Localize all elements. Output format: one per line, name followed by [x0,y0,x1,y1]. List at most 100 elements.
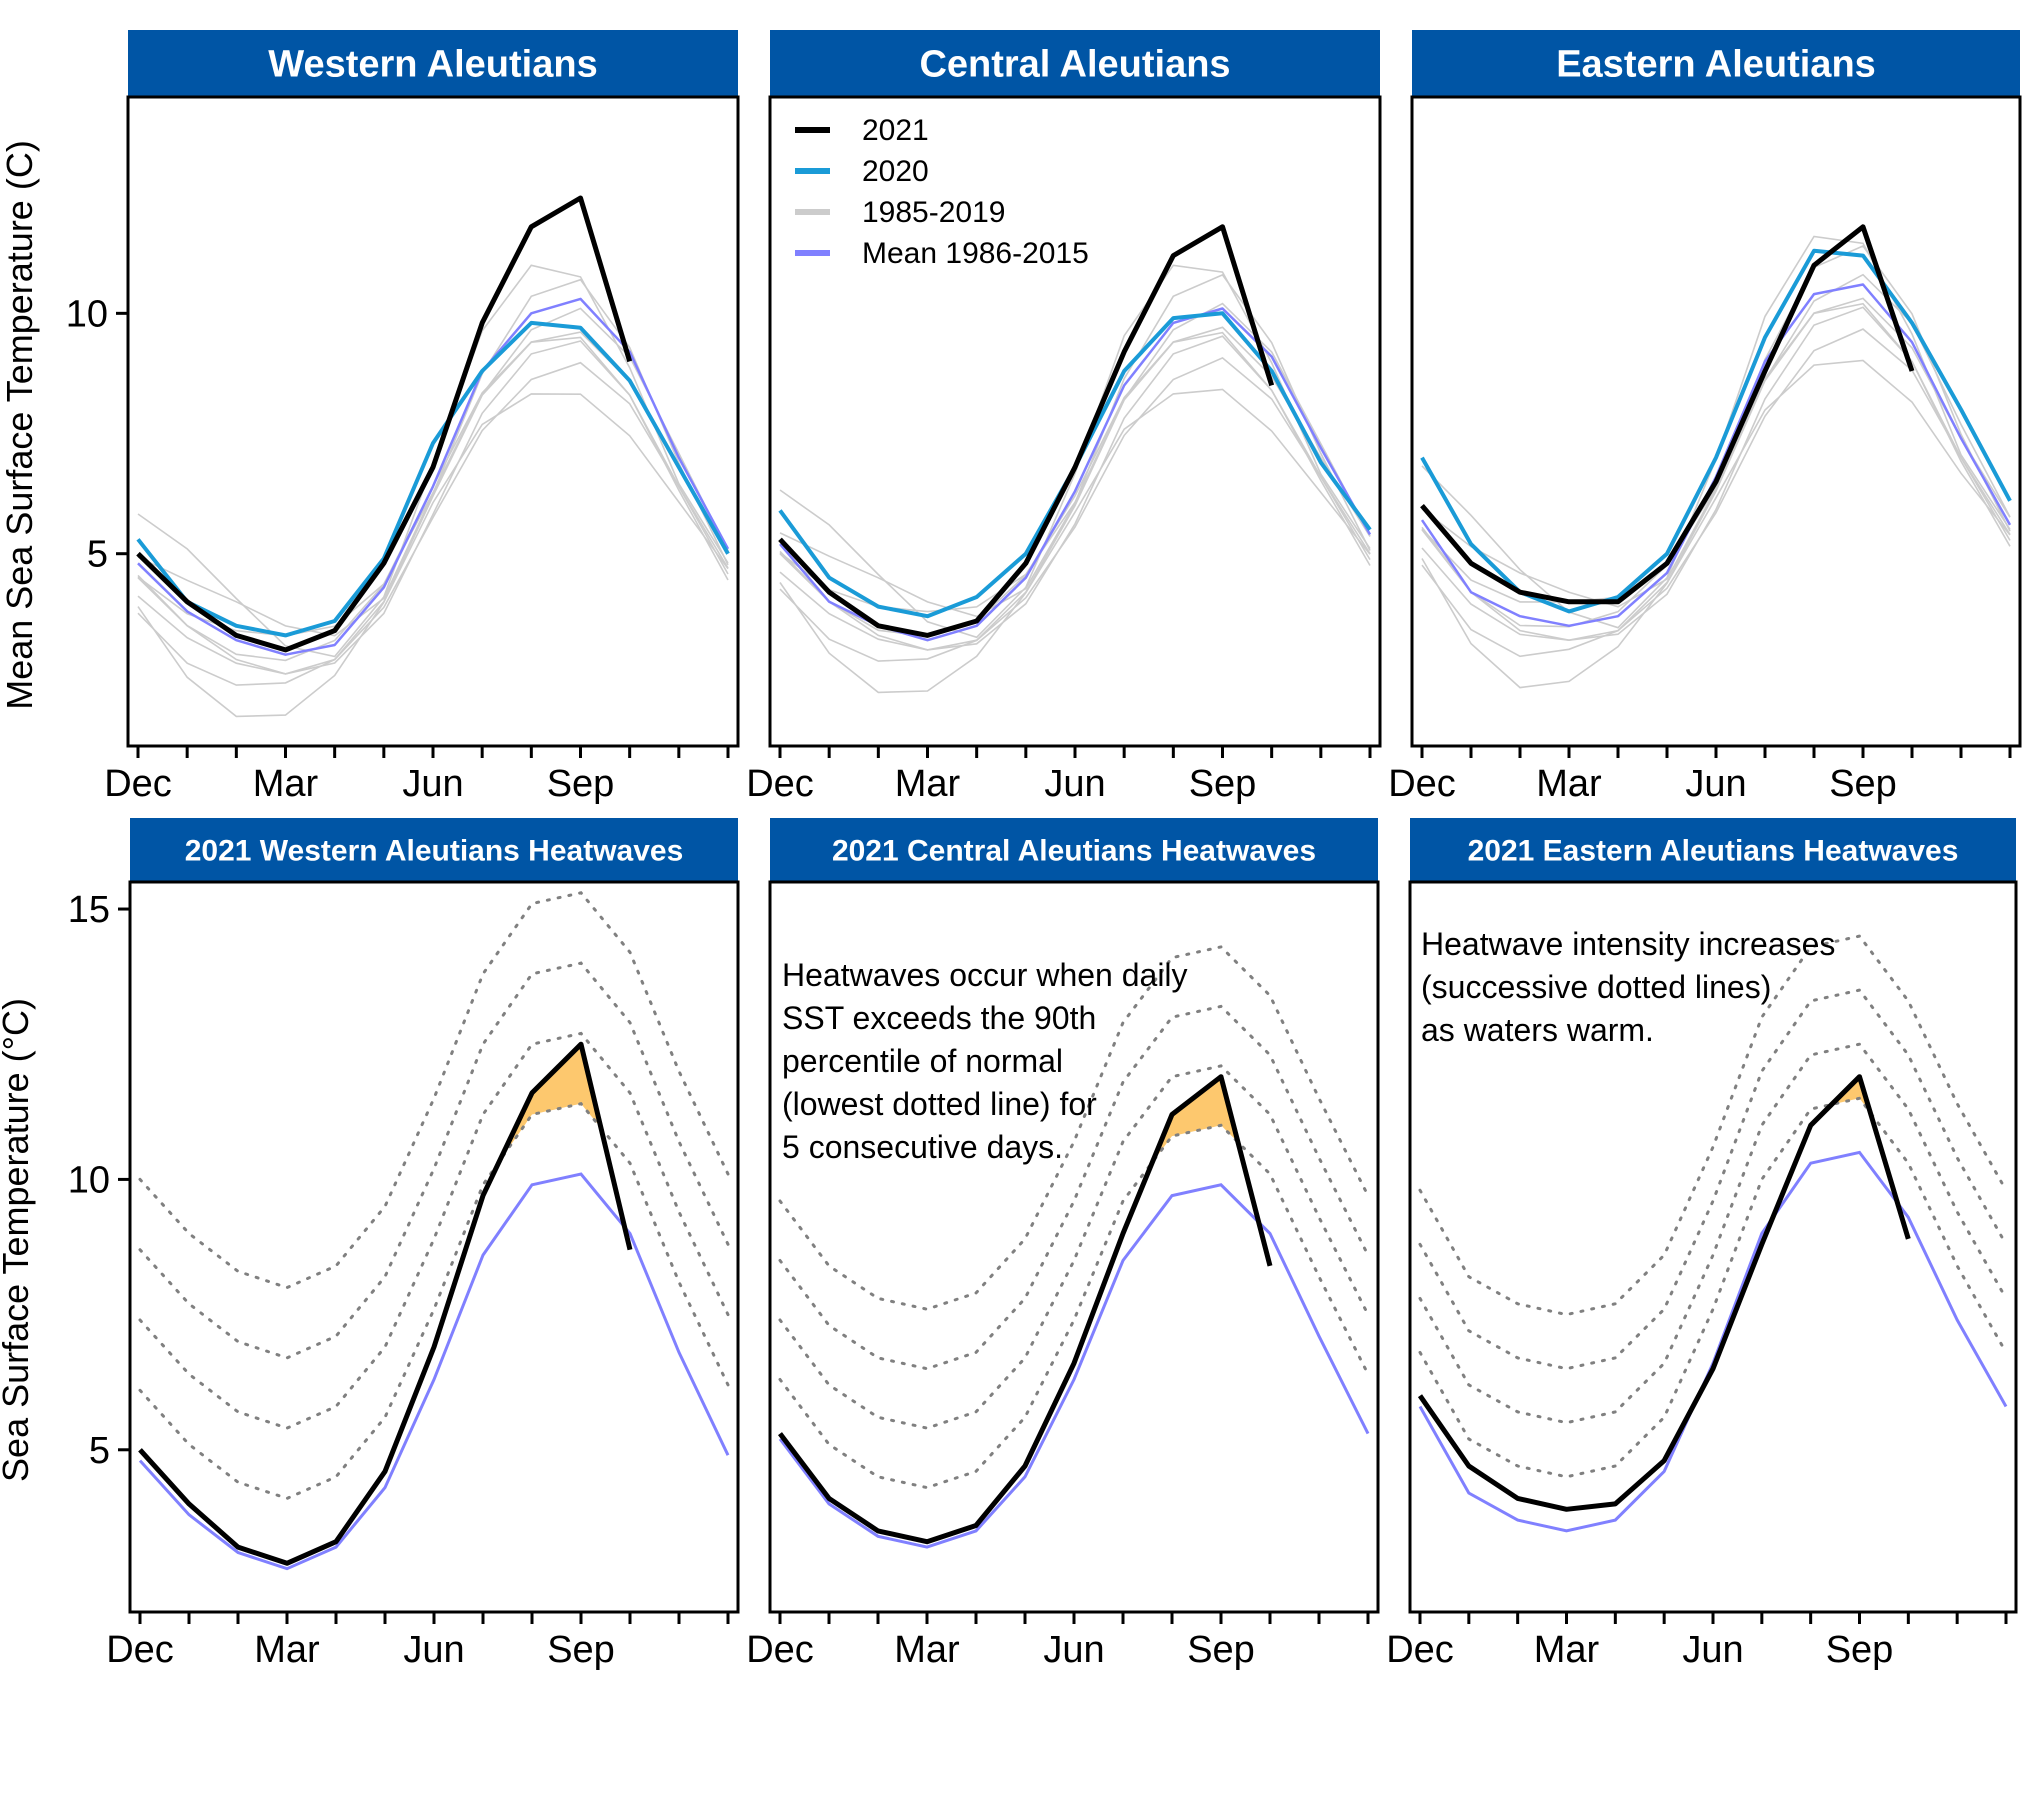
top-2-x-tick-label: Dec [746,763,814,805]
top-2-panel: Central Aleutians Dec Mar Jun Sep 2021 2020 198… [746,30,1382,805]
legend-entry: 2020 [862,155,929,188]
top-3-historical-year-line [1421,359,2011,689]
bottom-2-annotation-line: (lowest dotted line) for [782,1086,1097,1122]
bottom-1-threshold-line-1 [138,1102,730,1501]
top-2-plot-area [768,95,1382,748]
bottom-3-threshold-line-4 [1418,934,2008,1317]
top-3-historical-year-line [1421,245,2011,608]
bottom-1-y-tick-label: 5 [89,1430,110,1472]
bottom-1-threshold-line-4 [138,891,730,1290]
legend-entry: Mean 1986-2015 [862,237,1089,270]
top-2-historical-year-line [779,356,1371,662]
bottom-2-heatwave-moderate-area [1152,1076,1236,1163]
top-3-x-tick-label: Mar [1536,763,1602,805]
bottom-3-annotation-line: (successive dotted lines) [1421,969,1771,1005]
bottom-1-threshold-line-3 [138,961,730,1360]
top-1-series-2021 [136,195,633,653]
top-3-historical-year-line [1421,302,2011,642]
top-2-strip [770,30,1380,96]
bottom-2-x-tick-label: Sep [1187,1629,1255,1671]
bottom-3-threshold-line-2 [1418,1042,2008,1425]
top-2-x-tick-label: Jun [1044,763,1105,805]
legend: 2021 2020 1985-2019 Mean 1986-2015 [795,114,1089,270]
top-2-series-2021 [778,224,1275,638]
bottom-2-strip [770,818,1378,881]
top-1-y-tick-label: 5 [87,534,108,576]
top-1-y-tick-label: 10 [66,293,108,335]
bottom-1-panel: 2021 Western Aleutians Heatwaves Dec Mar Ju… [68,818,740,1671]
bottom-3-strip [1410,818,2016,881]
bottom-2-x-tick-label: Dec [746,1629,814,1671]
bottom-3-x-tick-label: Mar [1534,1629,1600,1671]
bottom-1-title: 2021 Western Aleutians Heatwaves [185,834,684,867]
bottom-2-annotation-line: SST exceeds the 90th [782,1000,1096,1036]
bottom-1-y-tick-label: 10 [68,1159,110,1201]
bottom-3-annotation-line: as waters warm. [1421,1012,1654,1048]
bottom-3-x-tick-label: Sep [1826,1629,1894,1671]
bottom-1-y-tick-label: 15 [68,889,110,931]
top-2-title: Central Aleutians [919,44,1230,86]
top-3-x-tick-label: Dec [1388,763,1456,805]
top-1-historical-year-line [137,393,729,718]
top-2-x-tick-label: Mar [895,763,961,805]
top-1-historical-year-line [137,278,729,637]
top-1-x-tick-label: Mar [253,763,319,805]
legend-entry: 2021 [862,114,929,147]
bottom-1-x-tick-label: Dec [106,1629,174,1671]
top-2-historical-year-line [779,326,1371,638]
bottom-2-panel: 2021 Central Aleutians Heatwaves Dec Mar Ju… [746,818,1380,1671]
bottom-1-strip [130,818,738,881]
bottom-2-sst-2021-line [778,1074,1273,1545]
bottom-1-mean-line [138,1172,730,1571]
bottom-2-annotation-line: percentile of normal [782,1043,1063,1079]
top-3-title: Eastern Aleutians [1556,44,1876,86]
top-2-historical-year-line [779,264,1371,639]
bottom-y-axis-title: Sea Surface Temperature (°C) [0,998,36,1482]
top-3-series-2021 [1420,224,1915,605]
bottom-2-annotation-line: 5 consecutive days. [782,1129,1063,1165]
top-3-x-tick-label: Sep [1829,763,1897,805]
bottom-3-x-tick-label: Jun [1682,1629,1743,1671]
top-1-historical-year-line [137,361,729,686]
bottom-2-title: 2021 Central Aleutians Heatwaves [832,834,1316,867]
top-1-x-tick-label: Jun [402,763,463,805]
bottom-2-x-tick-label: Mar [894,1629,960,1671]
top-3-panel: Eastern Aleutians Dec Mar Jun Sep [1388,30,2022,805]
bottom-1-heatwave-moderate-area [500,1044,601,1161]
bottom-2-mean-line [778,1183,1370,1549]
top-3-strip [1412,30,2020,96]
bottom-1-x-tick-label: Mar [254,1629,320,1671]
top-2-historical-year-line [779,388,1371,694]
bottom-3-annotation-line: Heatwave intensity increases [1421,926,1835,962]
top-1-x-tick-label: Dec [104,763,172,805]
top-1-x-tick-label: Sep [547,763,615,805]
bottom-1-x-tick-label: Sep [547,1629,615,1671]
legend-entry: 1985-2019 [862,196,1005,229]
top-2-historical-year-line [779,273,1371,618]
top-y-axis-title: Mean Sea Surface Temperature (C) [0,140,40,710]
bottom-1-sst-2021-line [138,1041,633,1566]
top-2-x-tick-label: Sep [1189,763,1257,805]
bottom-1-x-tick-label: Jun [403,1629,464,1671]
top-1-historical-year-line [137,336,729,675]
top-2-historical-year-line [779,331,1371,651]
top-1-panel: Western Aleutians Dec Mar Jun Sep 5 10 [66,30,740,805]
top-1-title: Western Aleutians [268,44,597,86]
top-1-plot-area [126,95,740,748]
top-1-series-2020 [136,320,730,638]
bottom-3-sst-2021-line [1417,1074,1911,1512]
bottom-2-annotation-line: Heatwaves occur when daily [782,957,1188,993]
panels: Western Aleutians Dec Mar Jun Sep 5 10 Central … [66,30,2022,1671]
bottom-3-threshold-line-3 [1418,988,2008,1371]
bottom-2-x-tick-label: Jun [1043,1629,1104,1671]
bottom-3-threshold-line-1 [1418,1096,2008,1479]
top-3-plot-area [1410,95,2022,748]
top-3-x-tick-label: Jun [1685,763,1746,805]
top-1-series-mean-1986-2015 [137,297,730,656]
bottom-3-x-tick-label: Dec [1386,1629,1454,1671]
bottom-3-plot-area [1408,880,2018,1614]
top-1-strip [128,30,738,96]
bottom-3-panel: 2021 Eastern Aleutians Heatwaves Dec Mar Ju… [1386,818,2018,1671]
bottom-3-title: 2021 Eastern Aleutians Heatwaves [1468,834,1959,867]
